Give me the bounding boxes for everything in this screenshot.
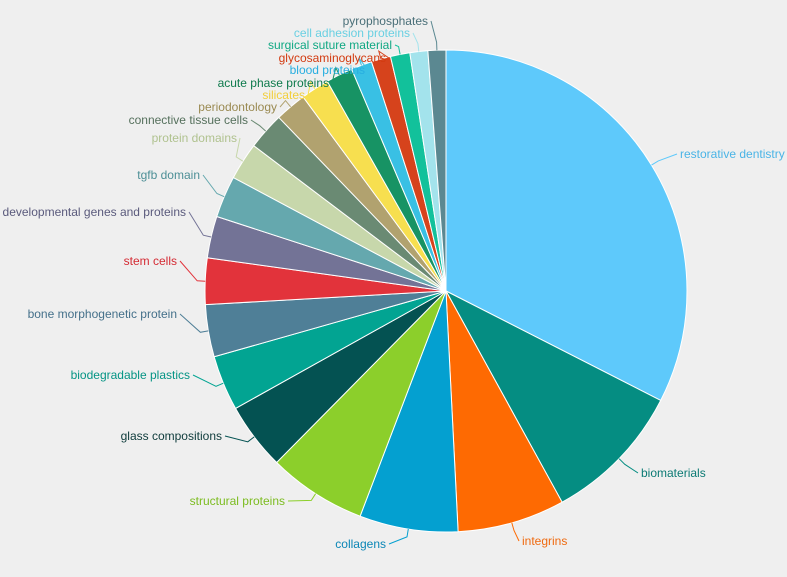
slice-label-pyrophosphates: pyrophosphates bbox=[343, 14, 428, 28]
slice-label-integrins: integrins bbox=[522, 534, 567, 548]
leader-line-collagens bbox=[388, 528, 409, 545]
slice-label-developmental-genes-and-proteins: developmental genes and proteins bbox=[3, 205, 186, 219]
leader-line-protein-domains bbox=[235, 137, 244, 162]
slice-label-surgical-suture-material: surgical suture material bbox=[268, 38, 392, 52]
leader-line-stem-cells bbox=[179, 260, 206, 282]
slice-label-cell-adhesion-proteins: cell adhesion proteins bbox=[294, 26, 410, 40]
leader-line-connective-tissue-cells bbox=[250, 119, 267, 132]
leader-line-glass-compositions bbox=[224, 435, 255, 443]
slice-label-restorative-dentistry: restorative dentistry bbox=[680, 147, 785, 161]
slice-label-blood-proteins: blood proteins bbox=[290, 63, 365, 77]
leader-line-pyrophosphates bbox=[430, 20, 438, 51]
slice-label-tgfb-domain: tgfb domain bbox=[137, 168, 200, 182]
leader-line-developmental-genes-and-proteins bbox=[188, 211, 212, 238]
slice-label-acute-phase-proteins: acute phase proteins bbox=[218, 76, 329, 90]
slice-label-protein-domains: protein domains bbox=[152, 131, 237, 145]
leader-line-structural-proteins bbox=[287, 493, 317, 502]
leader-line-periodontology bbox=[279, 99, 291, 108]
leader-line-biomaterials bbox=[618, 458, 639, 474]
slice-label-silicates: silicates bbox=[262, 88, 305, 102]
slice-label-biodegradable-plastics: biodegradable plastics bbox=[71, 368, 190, 382]
leader-line-biodegradable-plastics bbox=[192, 374, 224, 387]
leader-line-acute-phase-proteins bbox=[331, 66, 340, 84]
slice-label-structural-proteins: structural proteins bbox=[190, 494, 285, 508]
leader-line-restorative-dentistry bbox=[651, 153, 678, 166]
leader-line-integrins bbox=[511, 522, 520, 542]
slice-label-biomaterials: biomaterials bbox=[641, 466, 706, 480]
slice-label-collagens: collagens bbox=[335, 537, 386, 551]
slice-label-glycosaminoglycans: glycosaminoglycans bbox=[279, 51, 386, 65]
pie-slices bbox=[204, 49, 688, 533]
slice-label-connective-tissue-cells: connective tissue cells bbox=[129, 113, 248, 127]
slice-label-glass-compositions: glass compositions bbox=[121, 429, 222, 443]
leader-lines bbox=[179, 20, 678, 545]
leader-line-bone-morphogenetic-protein bbox=[179, 313, 209, 333]
leader-line-silicates bbox=[307, 80, 316, 96]
slice-label-periodontology: periodontology bbox=[198, 100, 277, 114]
leader-line-blood-proteins bbox=[358, 57, 369, 71]
slice-label-stem-cells: stem cells bbox=[124, 254, 177, 268]
leader-line-surgical-suture-material bbox=[394, 44, 401, 55]
pie-slice-restorative-dentistry[interactable] bbox=[445, 49, 688, 402]
leader-line-tgfb-domain bbox=[202, 174, 225, 198]
pie-slice-integrins[interactable] bbox=[445, 290, 563, 533]
leader-line-cell-adhesion-proteins bbox=[412, 32, 420, 52]
slice-labels: restorative dentistry biomaterials integri… bbox=[3, 14, 785, 551]
leader-line-glycosaminoglycans bbox=[377, 50, 390, 60]
pie-slice-biomaterials[interactable] bbox=[444, 289, 662, 503]
slice-label-bone-morphogenetic-protein: bone morphogenetic protein bbox=[28, 307, 177, 321]
